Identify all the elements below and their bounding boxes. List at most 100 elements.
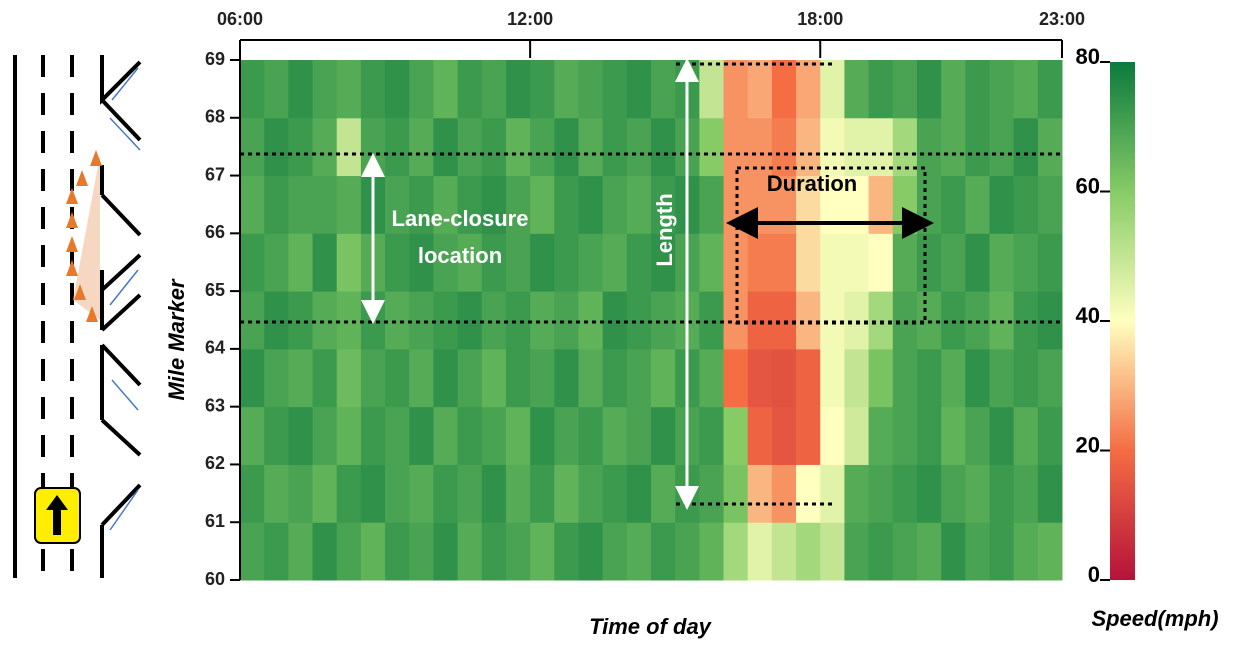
heat-cell [554, 464, 579, 523]
heat-cell [409, 60, 434, 119]
heat-cell [916, 406, 942, 465]
heat-cell [916, 291, 942, 350]
heat-cell [360, 522, 386, 581]
heat-cell [868, 117, 894, 177]
heat-cell [505, 406, 531, 465]
heat-cell [941, 60, 966, 119]
heat-cell [554, 291, 579, 350]
heat-cell [481, 291, 507, 350]
heat-cell [941, 522, 966, 581]
colorbar-tick-label: 0 [1088, 562, 1100, 587]
heat-cell [264, 406, 289, 465]
heat-cell [747, 406, 773, 465]
colorbar-tick-label: 80 [1076, 44, 1100, 69]
heat-cell [892, 117, 918, 177]
heat-cell [699, 522, 725, 581]
heat-cell [578, 233, 604, 292]
heat-cell [457, 60, 483, 119]
heat-cell [989, 406, 1015, 465]
heat-cell [771, 348, 797, 408]
heat-cell [771, 522, 797, 581]
heat-cell [699, 464, 725, 523]
heat-cell [336, 175, 362, 234]
heat-cell [868, 291, 894, 350]
heat-cell [530, 117, 555, 177]
heat-cell [892, 522, 918, 581]
heat-cell [530, 464, 555, 523]
heat-cell [747, 522, 773, 581]
heat-cell [481, 406, 507, 465]
heat-cell [530, 522, 555, 581]
heat-cell [554, 60, 579, 119]
heat-cell [989, 348, 1015, 408]
heat-cell [626, 348, 652, 408]
heat-cell [578, 60, 604, 119]
heat-cell [1037, 406, 1063, 465]
y-tick-label: 61 [205, 511, 225, 531]
heat-cell [433, 233, 459, 292]
heat-cell [312, 117, 338, 177]
heat-cell [699, 175, 725, 234]
heat-cell [651, 175, 676, 234]
heat-cell [505, 291, 531, 350]
heat-cell [505, 117, 531, 177]
heat-cell [771, 406, 797, 465]
heat-cell [602, 60, 628, 119]
heat-cell [240, 60, 265, 119]
heat-cell [1013, 117, 1039, 177]
heat-cell [409, 464, 434, 523]
heat-cell [409, 117, 434, 177]
heat-cell [240, 233, 265, 292]
heat-cell [699, 348, 725, 408]
y-axis-label: Mile Marker [164, 278, 189, 400]
heat-cell [892, 233, 918, 292]
heat-cell [578, 117, 604, 177]
heat-cell [651, 522, 676, 581]
heat-cell [626, 60, 652, 119]
heat-cell [820, 117, 845, 177]
heat-cell [626, 291, 652, 350]
heat-cell [457, 464, 483, 523]
heat-cell [602, 117, 628, 177]
heat-cell [505, 233, 531, 292]
heat-cell [312, 60, 338, 119]
heat-cell [771, 117, 797, 177]
heat-cell [844, 233, 870, 292]
heat-cell [336, 464, 362, 523]
heat-cell [699, 233, 725, 292]
heat-cell [1037, 60, 1063, 119]
heat-cell [626, 233, 652, 292]
heat-cell [360, 348, 386, 408]
heat-cell [892, 406, 918, 465]
heat-cell [796, 406, 821, 465]
x-tick-label: 06:00 [217, 9, 263, 29]
heat-cell [336, 233, 362, 292]
heat-cell [264, 60, 289, 119]
heat-cell [240, 406, 265, 465]
heat-cell [288, 233, 314, 292]
heat-cell [796, 522, 821, 581]
heat-cell [505, 522, 531, 581]
heat-cell [288, 522, 314, 581]
ramp-arrows [109, 67, 141, 531]
heat-cell [409, 348, 434, 408]
heat-cell [868, 60, 894, 119]
heat-cell [288, 464, 314, 523]
heat-cell [892, 175, 918, 234]
heat-cell [578, 348, 604, 408]
heat-cell [530, 175, 555, 234]
heat-cell [1013, 464, 1039, 523]
heat-cell [820, 60, 845, 119]
heat-cell [1013, 175, 1039, 234]
heat-cell [844, 406, 870, 465]
heat-cell [554, 175, 579, 234]
heat-cell [747, 291, 773, 350]
x-tick-label: 12:00 [507, 9, 553, 29]
heat-cell [481, 117, 507, 177]
y-tick-label: 69 [205, 49, 225, 69]
heat-cell [336, 117, 362, 177]
heat-cell [868, 233, 894, 292]
heat-cell [1037, 291, 1063, 350]
colorbar-tick-label: 20 [1076, 432, 1100, 457]
heat-cell [336, 348, 362, 408]
